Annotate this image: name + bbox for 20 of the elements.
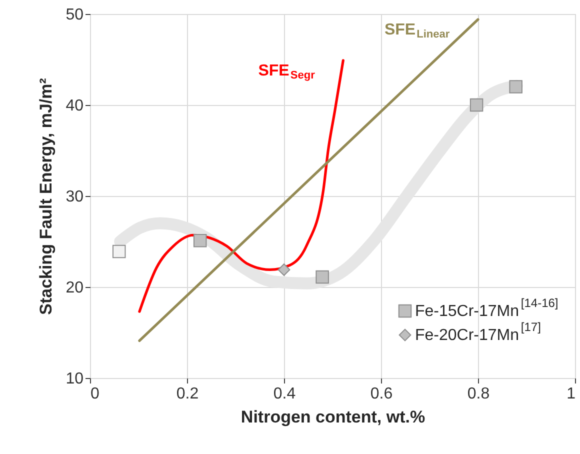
x-axis-title: Nitrogen content, wt.% <box>240 408 426 426</box>
y-axis-title: Stacking Fault Energy, mJ/m² <box>36 78 56 315</box>
x-tick-label: 0.8 <box>467 386 490 402</box>
y-tick-label: 30 <box>66 188 84 206</box>
x-tick-label: 0.4 <box>273 386 296 402</box>
point <box>112 244 126 258</box>
y-tick-label: 10 <box>66 370 84 388</box>
point <box>316 270 329 284</box>
x-tick-label: 0.2 <box>176 386 199 402</box>
x-tick-label: 1 <box>566 386 576 402</box>
line-series <box>138 59 344 313</box>
x-tick-label: 0 <box>90 386 100 402</box>
point <box>470 98 484 112</box>
point <box>278 264 290 276</box>
y-tick-label: 20 <box>66 280 84 296</box>
y-tick-label: 40 <box>66 98 84 114</box>
point <box>509 80 522 94</box>
x-tick-label: 0.6 <box>370 386 393 402</box>
y-tick-label: 50 <box>66 6 84 24</box>
point <box>193 234 207 248</box>
